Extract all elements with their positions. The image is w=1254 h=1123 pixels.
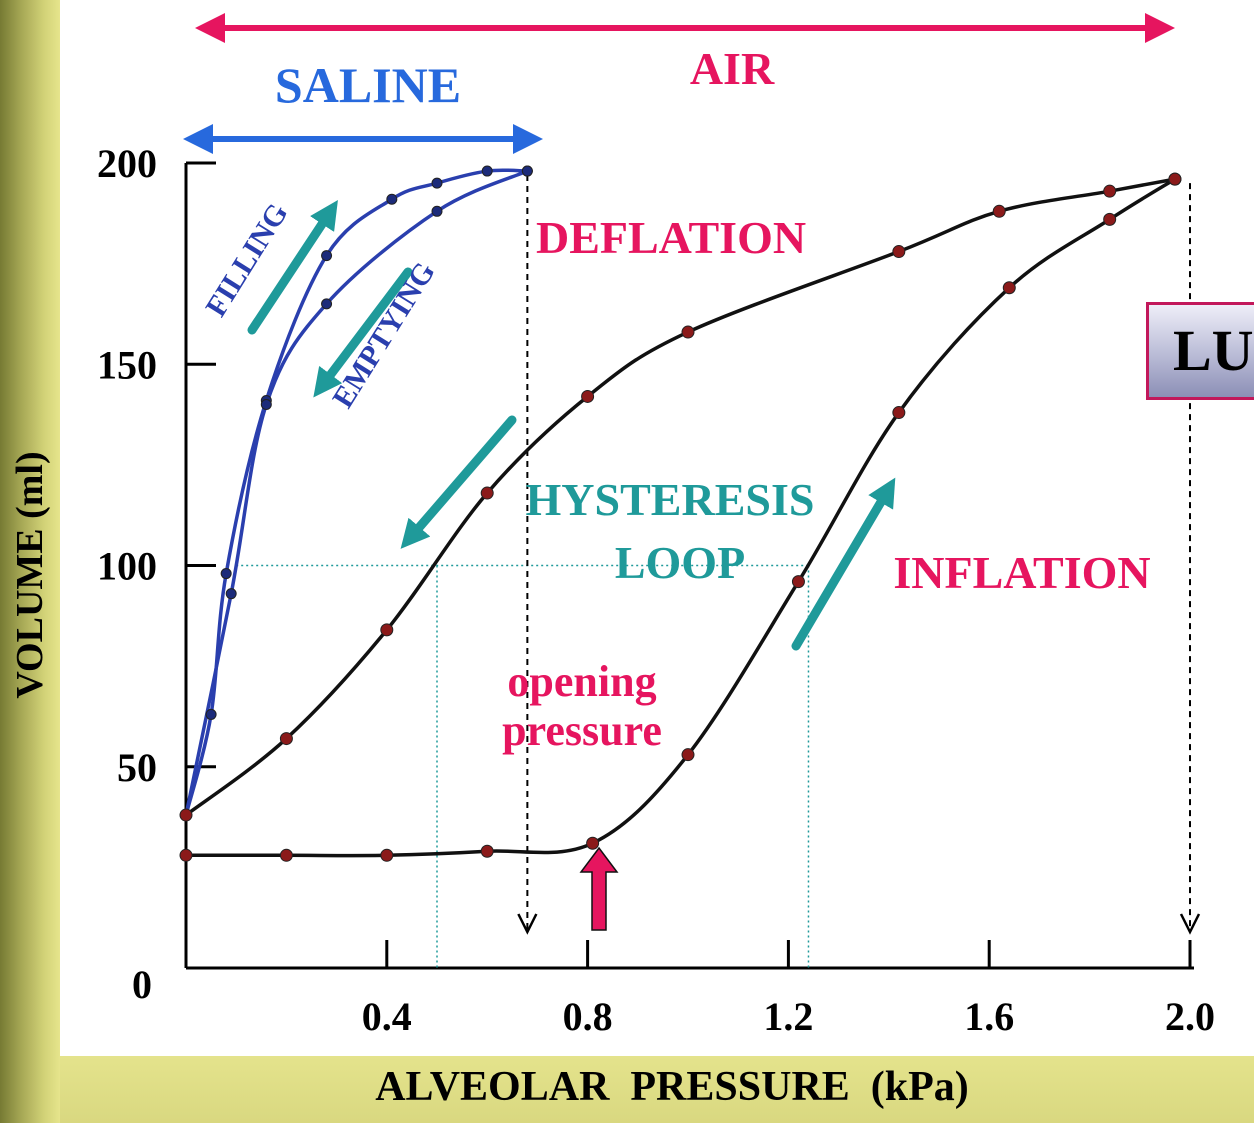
- axes: 0 50 100 150 200 0.4 0.8 1.2 1.6 2.0: [97, 141, 1215, 1039]
- hysteresis-label: HYSTERESIS: [526, 474, 815, 525]
- y-tick-label: 0: [132, 962, 152, 1007]
- deflation-point: [1168, 172, 1182, 186]
- drop-arrowhead: [1179, 913, 1201, 935]
- filling-direction-arrow: [247, 199, 338, 335]
- pressure-label: pressure: [502, 706, 662, 755]
- deflation-curve: [184, 177, 1177, 817]
- y-tick-label: 50: [117, 745, 157, 790]
- y-tick-label: 200: [97, 141, 157, 186]
- deflation-point: [1103, 184, 1117, 198]
- deflation-point: [380, 623, 394, 637]
- lung-title-box: LU: [1146, 302, 1254, 400]
- deflation-direction-arrow: [400, 415, 517, 549]
- emptying-point: [321, 298, 333, 310]
- x-tick-label: 1.2: [763, 994, 813, 1039]
- emptying-label: EMPTYING: [326, 256, 441, 413]
- inflation-point: [586, 836, 600, 850]
- inflation-point: [791, 575, 805, 589]
- inflation-point: [681, 748, 695, 762]
- x-tick-label: 1.6: [964, 994, 1014, 1039]
- emptying-point: [225, 588, 237, 600]
- filling-point: [321, 250, 333, 262]
- y-axis-title: VOLUME (ml): [9, 451, 51, 698]
- filling-point: [220, 568, 232, 580]
- x-axis-title: ALVEOLAR PRESSURE (kPa): [375, 1064, 969, 1110]
- filling-point: [431, 177, 443, 189]
- inflation-point: [279, 848, 293, 862]
- chart-panel: [60, 0, 1254, 1056]
- emptying-point: [260, 399, 272, 410]
- deflation-point: [279, 732, 293, 746]
- deflation-label: DEFLATION: [536, 212, 806, 263]
- y-tick-label: 100: [97, 544, 157, 589]
- inflation-direction-arrow: [791, 477, 896, 651]
- inflation-curve: [184, 177, 1177, 858]
- deflation-point: [892, 245, 906, 259]
- filling-point: [205, 708, 217, 720]
- opening-label: opening: [507, 657, 656, 706]
- x-tick-label: 0.4: [362, 994, 412, 1039]
- deflation-point: [179, 808, 193, 822]
- deflation-point: [581, 389, 595, 403]
- filling-curve: [184, 168, 530, 817]
- saline-label: SALINE: [275, 57, 461, 113]
- inflation-point: [380, 848, 394, 862]
- emptying-direction-arrow: [313, 267, 413, 398]
- inflation-point: [1002, 281, 1016, 295]
- deflation-point: [992, 204, 1006, 218]
- inflation-point: [179, 848, 193, 862]
- drop-arrowhead: [517, 913, 538, 935]
- loop-label: LOOP: [615, 537, 745, 588]
- bottom-band: [60, 1056, 1254, 1123]
- data-points: [179, 165, 1182, 862]
- deflation-point: [681, 325, 695, 339]
- filling-label: FILLING: [199, 197, 294, 322]
- inflation-label: INFLATION: [893, 547, 1150, 598]
- inflation-point: [480, 844, 494, 858]
- filling-point: [386, 193, 398, 205]
- inflation-point: [1103, 212, 1117, 226]
- inflation-point: [892, 406, 906, 420]
- emptying-point: [431, 205, 443, 217]
- deflation-point: [480, 486, 494, 500]
- emptying-point: [521, 165, 533, 177]
- direction-arrows: [247, 199, 896, 651]
- filling-point: [481, 165, 493, 177]
- opening-pressure-arrow: [579, 846, 619, 931]
- x-tick-label: 2.0: [1165, 994, 1215, 1039]
- y-tick-label: 150: [97, 342, 157, 387]
- air-label: AIR: [690, 43, 775, 94]
- x-tick-label: 0.8: [563, 994, 613, 1039]
